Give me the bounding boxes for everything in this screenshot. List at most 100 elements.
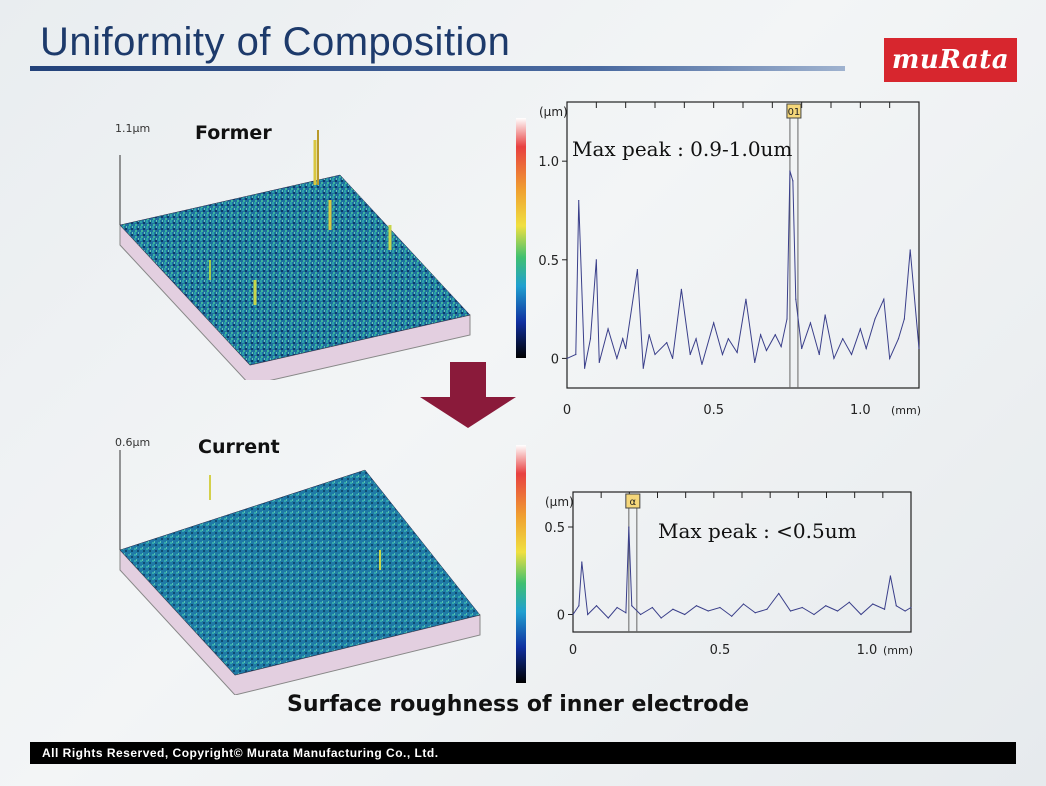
former-surface-image xyxy=(119,130,471,380)
data-point xyxy=(825,605,827,607)
former-roughness-chart: (μm) 1.0 0.5 0 0 0.5 1.0 (mm) 01 Max peak : 0.9-1… xyxy=(538,101,921,418)
data-point xyxy=(836,610,839,612)
data-point xyxy=(607,328,609,330)
data-point xyxy=(598,361,600,363)
data-point xyxy=(727,338,729,340)
marker-label: α xyxy=(630,497,637,508)
y-tick-label: 0 xyxy=(557,609,565,624)
data-point xyxy=(850,353,853,356)
data-point xyxy=(774,334,776,336)
data-point xyxy=(801,347,803,350)
data-point xyxy=(584,367,586,369)
current-scale-label: 0.6μm xyxy=(115,436,151,449)
x-tick-label: 1.0 xyxy=(857,643,878,658)
marker-box xyxy=(625,493,641,509)
murata-logo: muRata xyxy=(884,38,1017,82)
current-color-scale xyxy=(516,445,526,683)
data-point xyxy=(754,612,756,614)
data-point xyxy=(918,347,920,350)
data-point xyxy=(680,288,682,290)
data-point xyxy=(636,269,638,271)
data-point xyxy=(707,610,709,612)
x-tick-label: 0 xyxy=(569,643,577,658)
data-point xyxy=(789,170,791,172)
data-point xyxy=(883,608,886,610)
data-point xyxy=(736,351,738,354)
y-axis-label: (μm) xyxy=(545,495,574,509)
data-point xyxy=(648,334,650,336)
data-point xyxy=(578,605,580,607)
y-tick-label: 0 xyxy=(551,352,559,367)
x-axis-label: (mm) xyxy=(891,404,921,417)
data-point xyxy=(859,328,861,330)
data-point xyxy=(684,613,686,616)
data-point xyxy=(842,338,844,340)
x-tick-label: 0.5 xyxy=(703,403,724,418)
data-point xyxy=(616,357,618,360)
data-point xyxy=(813,613,815,616)
data-point xyxy=(731,615,733,617)
x-tick-label: 0 xyxy=(563,403,571,418)
data-point xyxy=(903,318,905,320)
data-point xyxy=(801,606,803,609)
data-point xyxy=(581,561,583,563)
former-scale-label: 1.1μm xyxy=(115,122,151,135)
data-point xyxy=(595,259,597,261)
data-point xyxy=(765,349,768,352)
data-point xyxy=(745,298,747,300)
data-point xyxy=(889,575,892,577)
data-point xyxy=(897,338,900,340)
data-point xyxy=(721,353,724,356)
y-axis-label: (μm) xyxy=(539,105,568,119)
data-point xyxy=(904,610,906,612)
former-label: Former xyxy=(195,122,272,144)
data-point xyxy=(848,601,850,603)
current-label: Current xyxy=(198,436,280,458)
data-point xyxy=(895,605,897,607)
data-point xyxy=(566,357,568,360)
data-point xyxy=(631,605,633,607)
data-point xyxy=(589,338,592,340)
data-point xyxy=(642,367,644,369)
y-tick-label: 0.5 xyxy=(538,254,559,269)
data-point xyxy=(766,608,768,610)
data-point xyxy=(672,608,674,610)
data-point xyxy=(575,353,577,356)
data-point xyxy=(872,603,874,605)
data-point xyxy=(587,613,589,616)
data-point xyxy=(910,606,912,609)
title-underline xyxy=(30,66,845,71)
arrow-shape xyxy=(420,362,516,428)
data-point xyxy=(672,357,674,360)
data-point xyxy=(713,322,715,324)
data-point xyxy=(883,298,885,300)
marker-box xyxy=(786,103,802,119)
data-point xyxy=(789,610,792,612)
current-surface-image xyxy=(119,450,481,695)
data-point xyxy=(860,613,862,616)
y-tick-label: 0.5 xyxy=(544,521,565,536)
data-point xyxy=(778,592,780,595)
data-point xyxy=(607,617,609,619)
data-point xyxy=(874,318,876,320)
data-point xyxy=(889,357,891,360)
data-point xyxy=(695,605,698,607)
data-point xyxy=(640,613,642,616)
data-point xyxy=(625,347,627,350)
data-point xyxy=(660,617,662,619)
copyright-footer: All Rights Reserved, Copyright© Murata M… xyxy=(30,742,1016,764)
data-point xyxy=(578,200,580,202)
y-tick-label: 1.0 xyxy=(538,155,559,170)
slide-caption: Surface roughness of inner electrode xyxy=(287,692,750,717)
down-arrow-icon xyxy=(420,362,516,428)
data-point xyxy=(651,606,653,609)
data-point xyxy=(628,526,630,528)
data-point xyxy=(809,322,812,324)
max-peak-annotation: Max peak : <0.5um xyxy=(658,519,857,543)
data-point xyxy=(689,353,691,356)
data-point xyxy=(754,361,756,363)
roughness-series-line xyxy=(566,170,920,369)
data-point xyxy=(742,603,745,605)
data-point xyxy=(625,612,627,614)
data-point xyxy=(786,318,788,320)
